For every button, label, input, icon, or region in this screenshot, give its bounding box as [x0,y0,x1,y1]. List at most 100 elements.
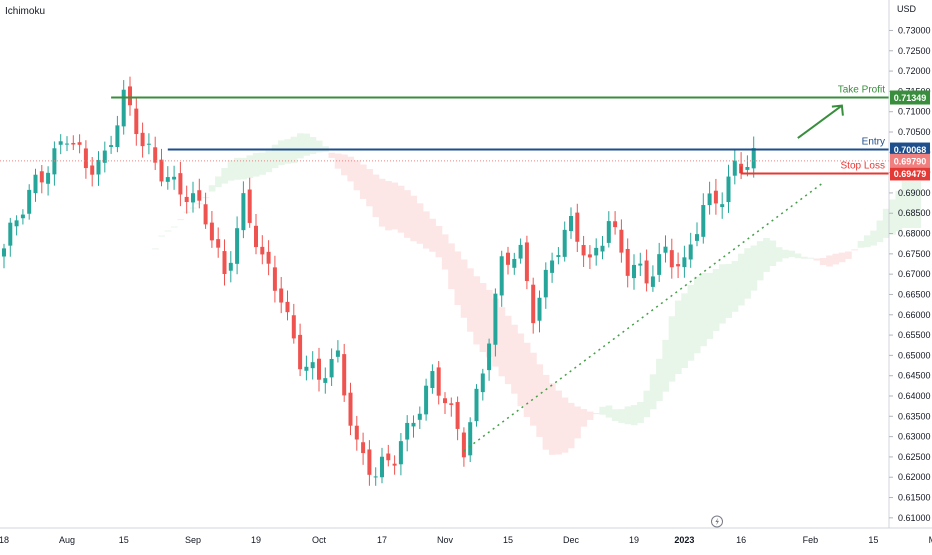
cloud-segment [460,259,468,318]
cloud-segment [819,257,827,265]
candle [228,262,233,271]
candle [537,297,542,321]
price-tick-label: 0.70500 [898,127,931,137]
price-tick-label: 0.65000 [898,350,931,360]
cloud-segment [668,316,676,382]
price-tick-label: 0.61500 [898,493,931,503]
time-tick-label: 15 [503,535,513,545]
time-tick-label: 19 [629,535,639,545]
candle [14,220,19,227]
current-price-label: 0.69790 [894,156,927,166]
candle [550,260,555,273]
candle [512,258,517,268]
time-tick-label: Mar [929,535,932,545]
candle [663,246,668,253]
cloud-segment [359,164,367,199]
cloud-segment [593,413,600,415]
lightning-icon[interactable] [711,515,723,528]
cloud-segment [252,152,260,177]
cloud-segment [177,219,184,221]
cloud-segment [624,406,632,425]
take-profit-price-label: 0.71349 [894,93,927,103]
cloud-segment [467,268,474,332]
candle [46,172,51,184]
candle [417,413,422,420]
cloud-segment [574,406,581,439]
price-tick-label: 0.62000 [898,472,931,482]
cloud-segment [555,390,562,455]
candle [291,315,296,339]
cloud-segment [567,402,575,449]
cloud-segment [278,140,285,166]
candle [556,255,561,257]
cloud-segment [863,235,871,248]
candle [178,173,183,195]
candle [335,350,340,357]
cloud-segment [410,195,418,242]
cloud-segment [485,289,493,358]
cloud-segment [662,339,670,392]
time-axis[interactable]: 18 Aug 15 Sep 19 Oct 17 Nov 15 Dec 19 2023 16 Feb 15 Ma… [0,535,932,545]
time-tick-label: 18 [0,535,9,545]
entry-price-tag [890,142,930,157]
candle [266,251,271,264]
cloud-segment [511,324,518,394]
candle [657,254,662,275]
candle [587,254,592,258]
cloud-segment [259,152,266,175]
time-tick-label: Oct [312,535,327,545]
candle [128,86,132,106]
cloud-segment [227,160,235,181]
candle [676,264,681,267]
price-tick-label: 0.64500 [898,371,931,381]
candle [474,388,479,422]
candle [531,284,536,324]
cloud-segment [561,397,569,453]
candle [39,171,44,183]
cloud-segment [731,261,739,312]
trade-levels: Take Profit Entry Stop Loss [0,85,889,175]
candle [436,367,441,396]
entry-text: Entry [862,137,885,148]
candle [317,358,321,380]
candle [27,189,32,214]
candle [20,214,25,219]
candle [669,250,674,268]
cloud-segment [479,283,487,353]
cloud-segment [611,409,619,421]
cloud-segment [750,245,758,291]
cloud-segment [548,383,556,455]
cloud-segment [372,174,380,218]
cloud-segment [687,284,695,361]
indicator-label[interactable]: Ichimoku [5,6,45,17]
cloud-segment [328,152,336,158]
cloud-segment [807,257,814,259]
price-tick-label: 0.73000 [898,25,931,35]
candle [216,239,221,248]
cloud-segment [693,276,701,354]
cloud-segment [341,154,348,176]
candle [518,244,523,259]
candle [2,248,6,257]
candles [2,76,756,486]
price-tick-label: 0.61000 [898,513,931,523]
candle [499,256,504,296]
cloud-segment [908,181,915,229]
candle [172,176,177,180]
price-tick-label: 0.69000 [898,188,931,198]
cloud-segment [303,133,310,156]
cloud-segment [719,264,726,324]
candle [575,212,580,242]
cloud-segment [637,401,644,423]
cloud-segment [599,406,607,415]
cloud-segment [838,252,846,263]
cloud-segment [233,157,241,180]
cloud-segment [775,247,783,262]
cloud-segment [870,230,877,246]
cloud-segment [794,253,802,259]
cloud-segment [700,273,707,347]
time-tick-label: Nov [437,535,454,545]
candle [304,366,309,371]
